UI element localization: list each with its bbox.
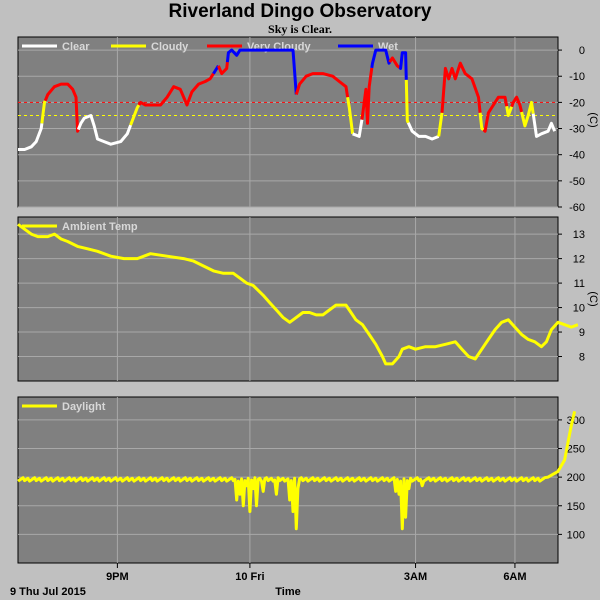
sky-series-wet [398,51,408,80]
sky-temperature-panel: 0-10-20-30-40-50-60(C)Clear Cloudy Very Cl… [17,36,599,214]
x-axis-start-label: 9 Thu Jul 2015 [10,586,86,598]
sky-series-clear [406,122,440,141]
daylight-panel: 100 150 200 250 300 Daylight [17,396,585,564]
sky-series-cloudy [404,79,410,124]
ambient-temp-panel: 8 9 10 11 12 13 (C) Ambient Temp [17,216,599,382]
y-tick-label: 13 [573,229,585,241]
sky-series-very-cloudy [360,67,374,125]
x-tick-label: 9PM [106,571,129,583]
sky-series-very-cloudy [137,72,215,107]
series-line [17,223,579,366]
sky-series-wet [370,48,391,69]
plot-area [17,36,559,208]
sky-series-cloudy [437,112,444,137]
y-tick-label: 0 [579,45,585,57]
sky-series-cloudy [520,100,535,128]
y-tick-label: -10 [569,71,585,83]
y-tick-label: 10 [573,303,585,315]
x-tick-label: 6AM [503,571,526,583]
sky-series-cloudy [346,96,355,134]
sky-series-very-cloudy [440,61,482,113]
legend-label: Clear [62,41,90,53]
sky-series-wet [225,48,298,95]
legend-label: Cloudy [151,41,189,53]
y-tick-label: -30 [569,124,585,136]
x-axis-title: Time [275,586,300,598]
sky-series-very-cloudy [43,82,80,133]
y-tick-label: 12 [573,254,585,266]
sky-series-clear [18,123,44,151]
sky-series-very-cloudy [510,95,524,113]
y-tick-label: 150 [567,501,585,513]
sky-series-clear [76,114,133,146]
sky-series-cloudy [478,112,485,131]
y-tick-label: 11 [574,278,585,290]
x-tick-label: 3AM [404,571,427,583]
sky-series-clear [531,113,557,138]
y-tick-label: 8 [579,352,585,364]
time-axis: 9 Thu Jul 2015 Time 9PM 10 Fri 3AM 6AM [10,563,527,598]
legend-label: Ambient Temp [62,221,138,233]
sky-series-cloudy [505,106,514,117]
sky-series-very-cloudy [294,72,350,98]
sky-status-subtitle: Sky is Clear. [268,22,332,36]
sky-series-wet [212,64,220,75]
sky-series-very-cloudy [388,56,401,69]
y-tick-label: 100 [567,529,585,541]
page-title: Riverland Dingo Observatory [168,1,432,22]
series-line [17,410,577,531]
sky-series-very-cloudy [217,61,229,76]
y-tick-label: 9 [579,327,585,339]
sky-series-cloudy [129,104,141,126]
y-unit-label: (C) [587,112,599,127]
y-tick-label: -50 [569,176,585,188]
y-tick-label: 250 [567,444,585,456]
y-tick-label: 200 [567,472,585,484]
sky-series-clear [352,119,364,138]
legend-label: Daylight [62,401,106,413]
x-tick-label: 10 Fri [235,571,264,583]
y-unit-label: (C) [587,291,599,306]
y-tick-label: 300 [567,415,585,427]
y-tick-label: -40 [569,150,585,162]
y-tick-label: -60 [569,202,585,214]
sky-series-cloudy [40,100,47,124]
sky-series-very-cloudy [482,95,509,133]
y-tick-label: -20 [569,97,585,109]
